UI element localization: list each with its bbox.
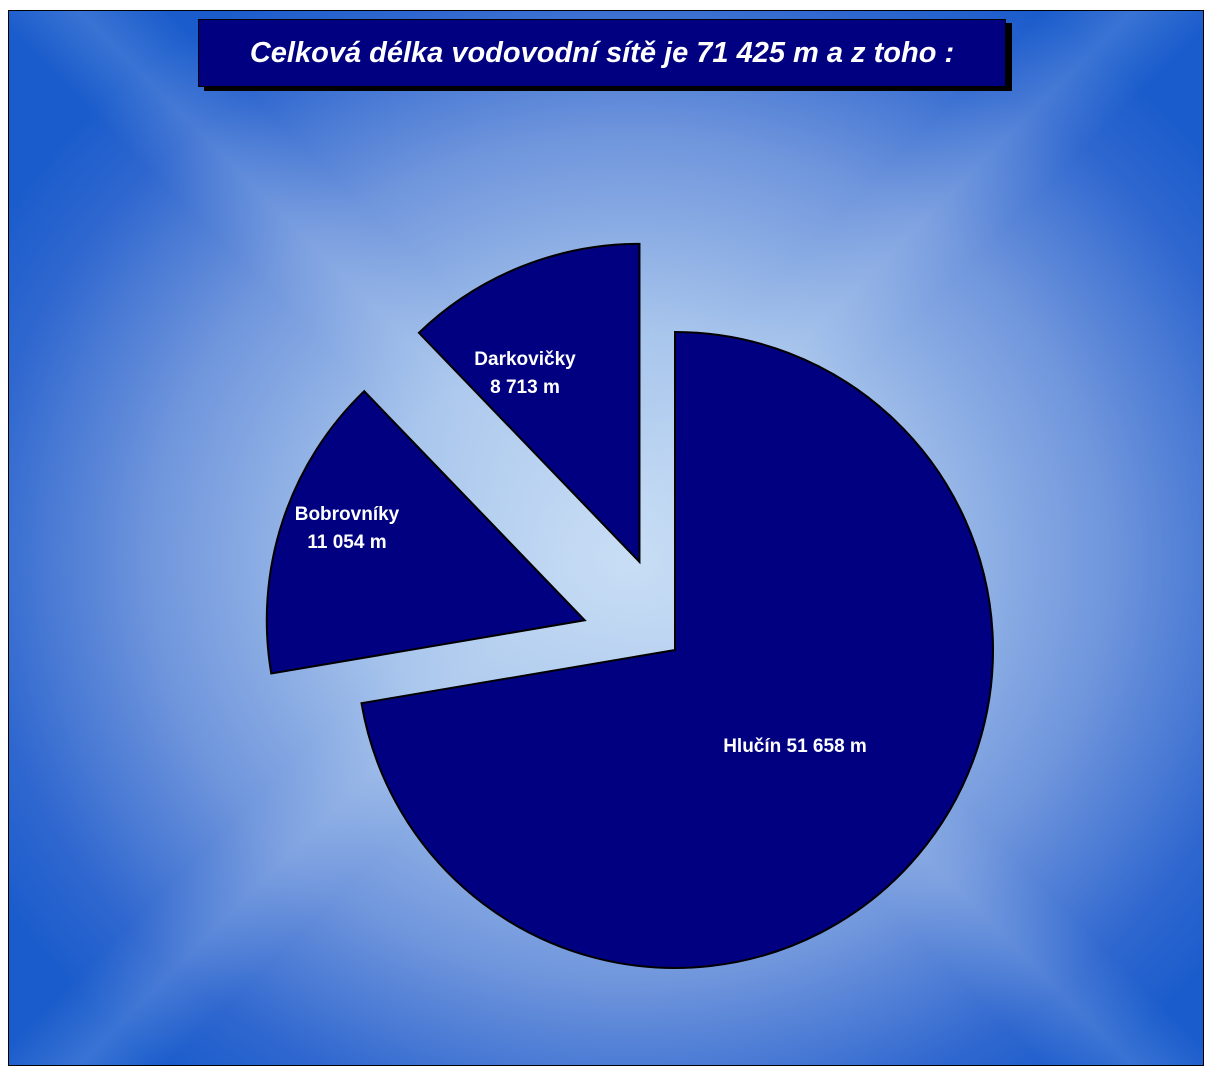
slice-label-bobrovníky: Bobrovníky 11 054 m	[295, 504, 400, 553]
chart-title-box: Celková délka vodovodní sítě je 71 425 m…	[198, 19, 1006, 87]
slice-label-hlučín: Hlučín 51 658 m	[723, 736, 867, 757]
slice-label-darkovičky: Darkovičky 8 713 m	[474, 349, 576, 398]
chart-title: Celková délka vodovodní sítě je 71 425 m…	[249, 36, 955, 69]
pie-slice-hlučín	[360, 330, 994, 969]
slice-category-label: Bobrovníky	[295, 504, 400, 525]
slice-value-label: 11 054 m	[307, 532, 386, 553]
slice-category-label: Darkovičky	[474, 349, 576, 370]
slice-value-label: 8 713 m	[490, 377, 560, 398]
pie-slice-darkovičky	[417, 242, 641, 565]
pie-slice-bobrovníky	[265, 389, 587, 675]
